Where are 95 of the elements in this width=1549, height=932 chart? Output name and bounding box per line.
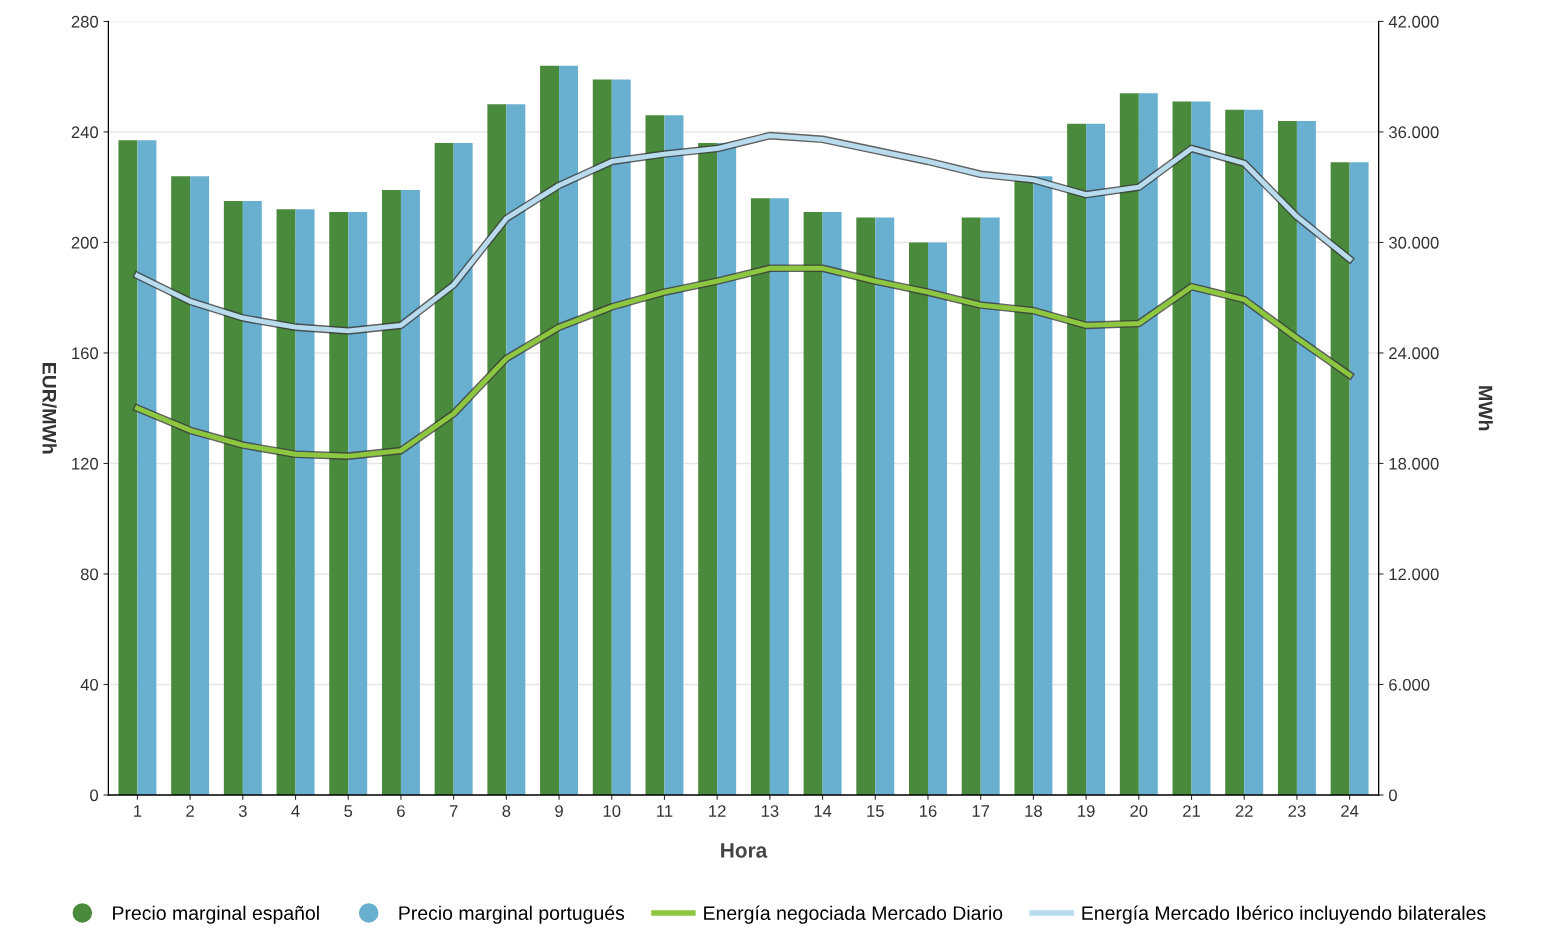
x-tick-label: 18 [1025,805,1042,817]
y2-tick-label: 36.000 [1388,126,1439,139]
bar [927,242,947,795]
bar [400,189,420,795]
bar [242,201,262,795]
bar [434,143,454,795]
bar [1277,120,1297,795]
x-tick-label: 2 [186,805,194,817]
legend-label: Precio marginal español [113,905,319,924]
bar [664,115,684,795]
bar [822,212,842,795]
bar [381,189,401,795]
x-tick-label: 19 [1078,805,1095,817]
bar [1033,176,1053,795]
bar [1244,109,1264,795]
legend-label: Energía negociada Mercado Diario [704,905,1003,924]
y-tick-label: 80 [80,568,99,581]
legend-label: Precio marginal portugués [399,905,625,924]
bar [909,242,928,795]
bar [803,212,823,795]
y2-tick-label: 42.000 [1388,15,1439,28]
x-tick-label: 6 [397,805,405,817]
x-axis-title: Hora [721,843,768,858]
x-tick-label: 5 [344,805,353,817]
y-axis-title: EUR/MWh [42,363,57,454]
bar [1349,162,1369,795]
x-tick-label: 8 [502,805,511,817]
bar [506,104,526,795]
bar [750,198,770,795]
x-tick-label: 20 [1130,805,1148,817]
y-tick-label: 200 [71,236,99,249]
y2-tick-label: 24.000 [1389,347,1439,360]
x-tick-label: 10 [603,805,621,817]
bar [118,140,138,795]
bar [1067,123,1087,795]
bar [1119,93,1139,795]
x-tick-label: 9 [555,805,563,817]
bar [592,79,612,795]
y-tick-label: 160 [72,347,99,360]
bar [190,176,210,795]
y-tick-label: 40 [80,678,99,691]
x-tick-label: 14 [814,805,832,817]
y2-tick-label: 6.000 [1389,678,1430,691]
x-tick-label: 16 [919,805,937,817]
bar [1296,120,1316,795]
bar [276,209,296,795]
bar [698,143,718,795]
bar [717,143,737,795]
x-tick-label: 11 [657,805,673,817]
x-tick-label: 1 [134,805,142,817]
bar [1330,162,1350,795]
y2-tick-label: 0 [1388,789,1397,802]
x-tick-label: 13 [761,805,779,817]
bar [1225,109,1245,795]
bar [980,217,1000,795]
y2-tick-label: 12.000 [1389,568,1439,581]
x-tick-label: 7 [449,805,458,817]
y-tick-label: 120 [72,457,99,470]
bar [961,217,981,795]
bar [1172,101,1192,795]
x-tick-label: 3 [238,805,247,817]
bar [453,143,473,795]
x-tick-label: 22 [1235,805,1253,817]
x-tick-label: 17 [972,805,990,817]
y-tick-label: 240 [71,126,99,139]
line-series [133,264,1354,460]
x-tick-label: 4 [291,805,300,817]
y2-tick-label: 18.000 [1389,457,1439,470]
bar [348,212,368,795]
bar [856,217,876,795]
x-tick-label: 21 [1183,805,1200,817]
x-tick-label: 15 [867,805,884,817]
bar [295,209,315,795]
bar [171,176,191,795]
x-tick-label: 23 [1288,805,1306,817]
bar [1086,123,1106,795]
bar [559,65,579,795]
bar [223,201,243,795]
bar [329,212,349,795]
x-tick-label: 12 [709,805,726,817]
legend-label: Energía Mercado Ibérico incluyendo bilaterales [1082,905,1486,924]
y-tick-label: 0 [90,789,99,802]
y2-tick-label: 30.000 [1388,236,1439,249]
bar [769,198,789,795]
bar [875,217,895,795]
bar [645,115,665,795]
bar [487,104,507,795]
y-tick-label: 280 [71,15,99,28]
bar [1138,93,1158,795]
bar [1191,101,1211,795]
x-tick-label: 24 [1341,805,1359,817]
bar [540,65,560,795]
bar [611,79,631,795]
y2-axis-title: MWh [1478,386,1493,431]
bar [137,140,157,795]
